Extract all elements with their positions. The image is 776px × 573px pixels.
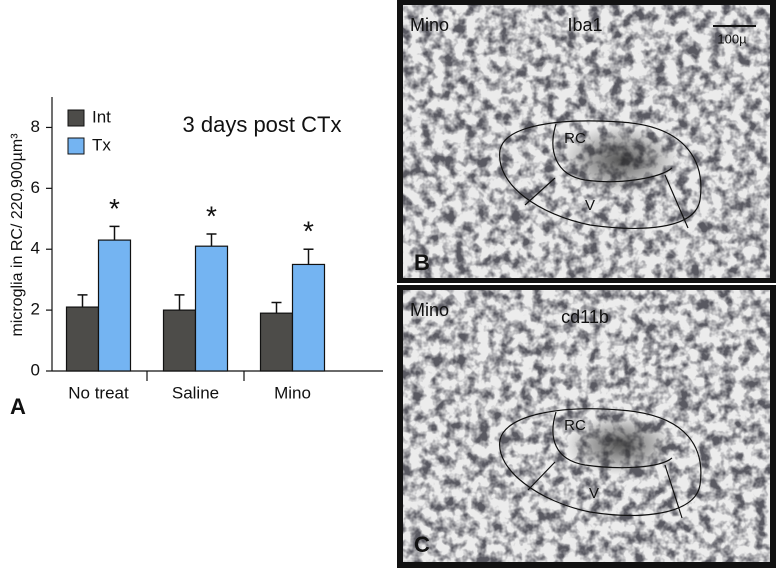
- x-tick-label: Saline: [172, 383, 219, 402]
- chart-title: 3 days post CTx: [183, 112, 342, 137]
- panel-letter: A: [10, 394, 26, 419]
- treatment-label: Mino: [410, 15, 449, 35]
- stain-label: Iba1: [567, 15, 602, 35]
- region-label: RC: [564, 417, 586, 434]
- y-tick-label: 4: [31, 239, 40, 258]
- bar: [65, 306, 100, 372]
- bar: [259, 312, 294, 372]
- y-tick-label: 6: [31, 178, 40, 197]
- x-tick-label: No treat: [68, 383, 129, 402]
- bar: [291, 263, 326, 372]
- micrograph-c: Mino cd11b RC V C: [397, 285, 776, 568]
- y-axis-label: microglia in RC/ 220,900µm³: [9, 133, 26, 337]
- bar-chart: 3 days post CTx microglia in RC/ 220,900…: [9, 97, 383, 419]
- panel-letter: C: [414, 532, 430, 557]
- bar: [162, 309, 197, 372]
- region-label: V: [589, 485, 599, 502]
- bar: [194, 245, 229, 372]
- x-tick-label: Mino: [274, 383, 311, 402]
- legend-label: Tx: [92, 135, 111, 154]
- region-label: V: [585, 197, 595, 214]
- significance-mark: *: [303, 216, 314, 247]
- legend-swatch: [67, 109, 85, 127]
- bar: [97, 239, 132, 372]
- legend-swatch: [67, 137, 85, 155]
- legend-label: Int: [92, 107, 111, 126]
- micrograph-b: Mino Iba1 100µ RC V B: [397, 0, 776, 283]
- y-tick-label: 0: [31, 360, 40, 379]
- stain-label: cd11b: [561, 307, 609, 327]
- treatment-label: Mino: [410, 300, 449, 320]
- scale-bar-label: 100µ: [717, 31, 747, 46]
- significance-mark: *: [206, 200, 217, 231]
- y-tick-label: 8: [31, 117, 40, 136]
- region-label: RC: [564, 130, 586, 147]
- y-tick-label: 2: [31, 300, 40, 319]
- significance-mark: *: [109, 193, 120, 224]
- panel-letter: B: [414, 250, 430, 275]
